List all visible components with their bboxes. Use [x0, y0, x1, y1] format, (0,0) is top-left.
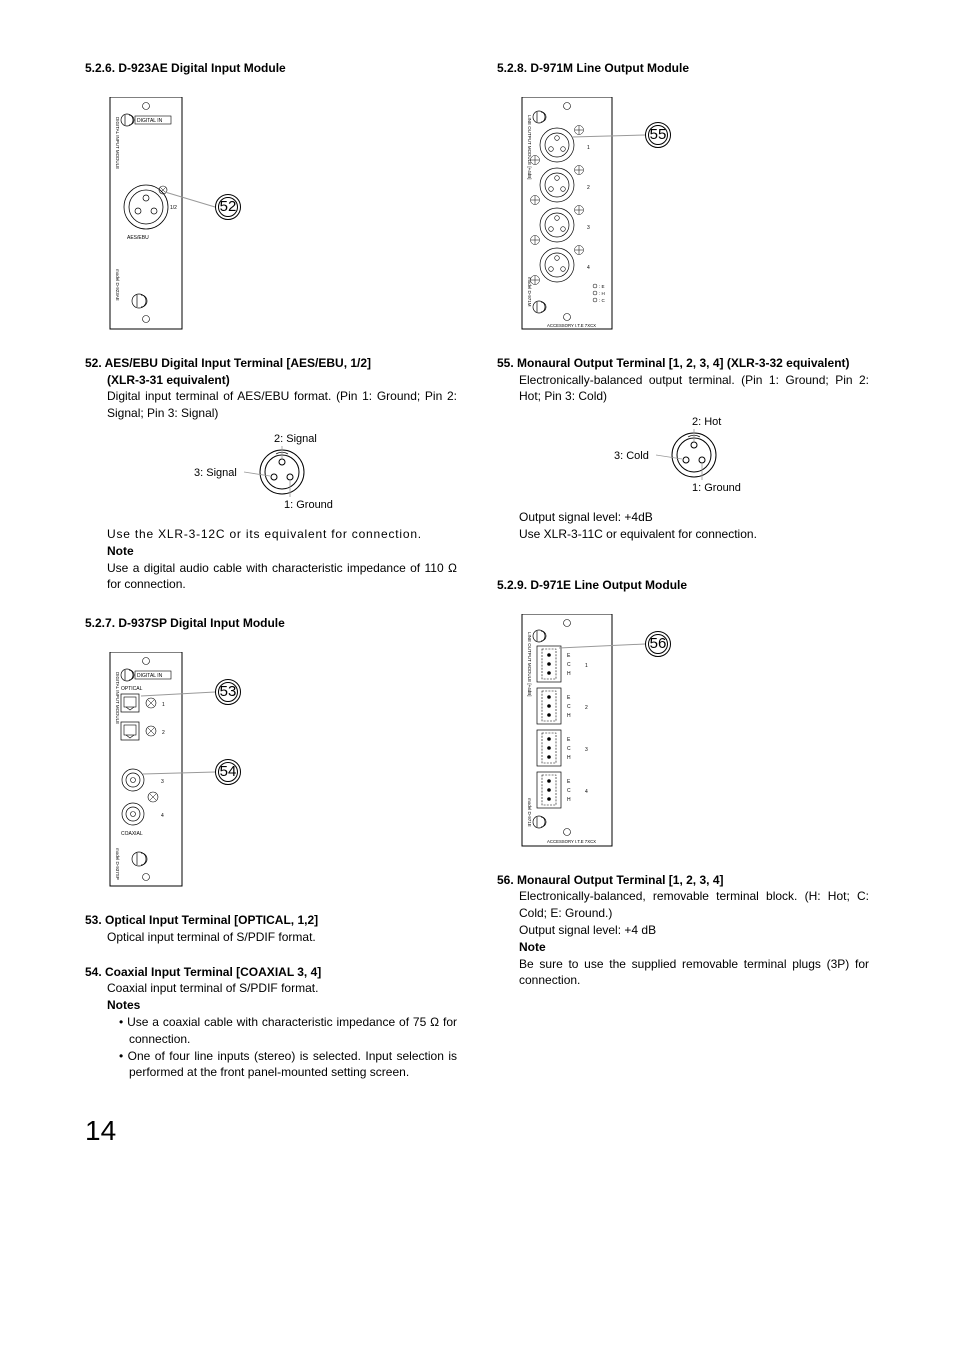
item-52: 52. AES/EBU Digital Input Terminal [AES/… — [85, 355, 457, 593]
item-52-note-label: Note — [107, 543, 457, 560]
item-55: 55. Monaural Output Terminal [1, 2, 3, 4… — [497, 355, 869, 543]
heading-527: 5.2.7. D-937SP Digital Input Module — [85, 615, 457, 632]
item-56-note: Be sure to use the supplied removable te… — [519, 956, 869, 990]
item-52-note: Use a digital audio cable with character… — [107, 560, 457, 594]
svg-text:: C: : C — [599, 298, 606, 303]
item-54-notes-label: Notes — [107, 997, 457, 1014]
callout-55: 55 — [645, 122, 671, 148]
xlr-pin-diagram-55: 2: Hot 3: Cold 1: Ground — [594, 415, 794, 495]
svg-text:ACCESSORY I.T.E 7XCX: ACCESSORY I.T.E 7XCX — [547, 323, 596, 328]
item-56-body2: Output signal level: +4 dB — [519, 922, 869, 939]
svg-text:H: H — [567, 797, 571, 803]
svg-text:ACCESSORY I.T.E 7XCX: ACCESSORY I.T.E 7XCX — [547, 839, 596, 844]
callout-54: 54 — [215, 759, 241, 785]
svg-text:DIGITAL IN: DIGITAL IN — [137, 118, 163, 124]
svg-text:3: Signal: 3: Signal — [194, 467, 237, 479]
svg-text:H: H — [567, 755, 571, 761]
item-55-after1: Output signal level: +4dB — [519, 509, 869, 526]
svg-text:model D-937SP: model D-937SP — [115, 848, 120, 880]
svg-text:1: Ground: 1: Ground — [284, 499, 333, 511]
svg-text:C: C — [567, 746, 571, 752]
item-53-body: Optical input terminal of S/PDIF format. — [107, 929, 457, 946]
diagram-923ae: DIGITAL INPUT MODULE model D-923AE DIGIT… — [85, 97, 285, 337]
item-56-title: 56. Monaural Output Terminal [1, 2, 3, 4… — [497, 872, 869, 889]
svg-text:2: 2 — [162, 730, 165, 736]
item-55-after2: Use XLR-3-11C or equivalent for connecti… — [519, 526, 869, 543]
right-column: 5.2.8. D-971M Line Output Module LINE OU… — [497, 60, 869, 1081]
svg-text:H: H — [567, 671, 571, 677]
svg-text:1: 1 — [585, 663, 588, 669]
item-52-title: 52. AES/EBU Digital Input Terminal [AES/… — [85, 355, 457, 372]
svg-text:1: Ground: 1: Ground — [692, 482, 741, 494]
callout-56: 56 — [645, 631, 671, 657]
diagram-937sp: DIGITAL INPUT MODULE model D-937SP DIGIT… — [85, 652, 285, 894]
left-column: 5.2.6. D-923AE Digital Input Module DIGI… — [85, 60, 457, 1081]
svg-text:3: Cold: 3: Cold — [614, 450, 649, 462]
item-56-body1: Electronically-balanced, removable termi… — [519, 888, 869, 922]
svg-text:1/2: 1/2 — [170, 205, 177, 211]
svg-text:: E: : E — [599, 284, 605, 289]
svg-text:3: 3 — [587, 225, 590, 231]
item-52-body: Digital input terminal of AES/EBU format… — [107, 388, 457, 422]
item-55-body: Electronically-balanced output terminal.… — [519, 372, 869, 406]
diagram-971e-wrap: LINE OUTPUT MODULE [+4dB] model D-971E E — [497, 614, 869, 854]
svg-text:LINE OUTPUT MODULE [+4dB]: LINE OUTPUT MODULE [+4dB] — [527, 632, 532, 697]
svg-text:3: 3 — [161, 779, 164, 785]
diagram-923ae-wrap: DIGITAL INPUT MODULE model D-923AE DIGIT… — [85, 97, 457, 337]
svg-text:H: H — [567, 713, 571, 719]
svg-text:AES/EBU: AES/EBU — [127, 235, 149, 241]
diagram-971e: LINE OUTPUT MODULE [+4dB] model D-971E E — [497, 614, 707, 854]
svg-text:: H: : H — [599, 291, 605, 296]
svg-text:4: 4 — [161, 813, 164, 819]
svg-text:4: 4 — [585, 789, 588, 795]
heading-528: 5.2.8. D-971M Line Output Module — [497, 60, 869, 77]
item-54-title: 54. Coaxial Input Terminal [COAXIAL 3, 4… — [85, 964, 457, 981]
svg-text:COAXIAL: COAXIAL — [121, 831, 143, 837]
item-54-bullets: Use a coaxial cable with characteristic … — [119, 1014, 457, 1081]
svg-text:OPTICAL: OPTICAL — [121, 686, 143, 692]
svg-text:2: 2 — [585, 705, 588, 711]
item-53-title: 53. Optical Input Terminal [OPTICAL, 1,2… — [85, 912, 457, 929]
diagram-971m: LINE OUTPUT MODULE [+4dB] model D-971M — [497, 97, 707, 337]
item-54-b1: Use a coaxial cable with characteristic … — [119, 1014, 457, 1048]
svg-text:C: C — [567, 704, 571, 710]
svg-text:DIGITAL INPUT MODULE: DIGITAL INPUT MODULE — [115, 117, 120, 169]
svg-text:C: C — [567, 662, 571, 668]
item-54: 54. Coaxial Input Terminal [COAXIAL 3, 4… — [85, 964, 457, 1082]
page-columns: 5.2.6. D-923AE Digital Input Module DIGI… — [85, 60, 869, 1081]
svg-text:1: 1 — [162, 702, 165, 708]
page-number: 14 — [85, 1111, 869, 1150]
xlr-pin-diagram-52: 2: Signal 3: Signal 1: Ground — [182, 432, 382, 512]
item-56-note-label: Note — [519, 939, 869, 956]
svg-text:2: Hot: 2: Hot — [692, 416, 721, 428]
item-52-sub: (XLR-3-31 equivalent) — [107, 372, 457, 389]
item-52-after1: Use the XLR-3-12C or its equivalent for … — [107, 526, 457, 543]
svg-text:3: 3 — [585, 747, 588, 753]
item-55-title: 55. Monaural Output Terminal [1, 2, 3, 4… — [497, 355, 869, 372]
item-53: 53. Optical Input Terminal [OPTICAL, 1,2… — [85, 912, 457, 946]
svg-text:1: 1 — [587, 145, 590, 151]
svg-text:model D-971E: model D-971E — [527, 798, 532, 827]
svg-text:model D-971M: model D-971M — [527, 277, 532, 307]
callout-52: 52 — [215, 194, 241, 220]
item-54-body: Coaxial input terminal of S/PDIF format. — [107, 980, 457, 997]
svg-text:model D-923AE: model D-923AE — [115, 269, 120, 301]
item-54-b2: One of four line inputs (stereo) is sele… — [119, 1048, 457, 1082]
callout-53: 53 — [215, 679, 241, 705]
svg-text:DIGITAL INPUT MODULE: DIGITAL INPUT MODULE — [115, 672, 120, 724]
diagram-937sp-wrap: DIGITAL INPUT MODULE model D-937SP DIGIT… — [85, 652, 457, 894]
svg-text:LINE OUTPUT MODULE [+4dB]: LINE OUTPUT MODULE [+4dB] — [527, 115, 532, 180]
svg-text:DIGITAL IN: DIGITAL IN — [137, 673, 163, 679]
svg-text:2: 2 — [587, 185, 590, 191]
svg-text:4: 4 — [587, 265, 590, 271]
heading-526: 5.2.6. D-923AE Digital Input Module — [85, 60, 457, 77]
svg-text:C: C — [567, 788, 571, 794]
svg-text:2: Signal: 2: Signal — [274, 433, 317, 445]
diagram-971m-wrap: LINE OUTPUT MODULE [+4dB] model D-971M — [497, 97, 869, 337]
item-56: 56. Monaural Output Terminal [1, 2, 3, 4… — [497, 872, 869, 990]
heading-529: 5.2.9. D-971E Line Output Module — [497, 577, 869, 594]
